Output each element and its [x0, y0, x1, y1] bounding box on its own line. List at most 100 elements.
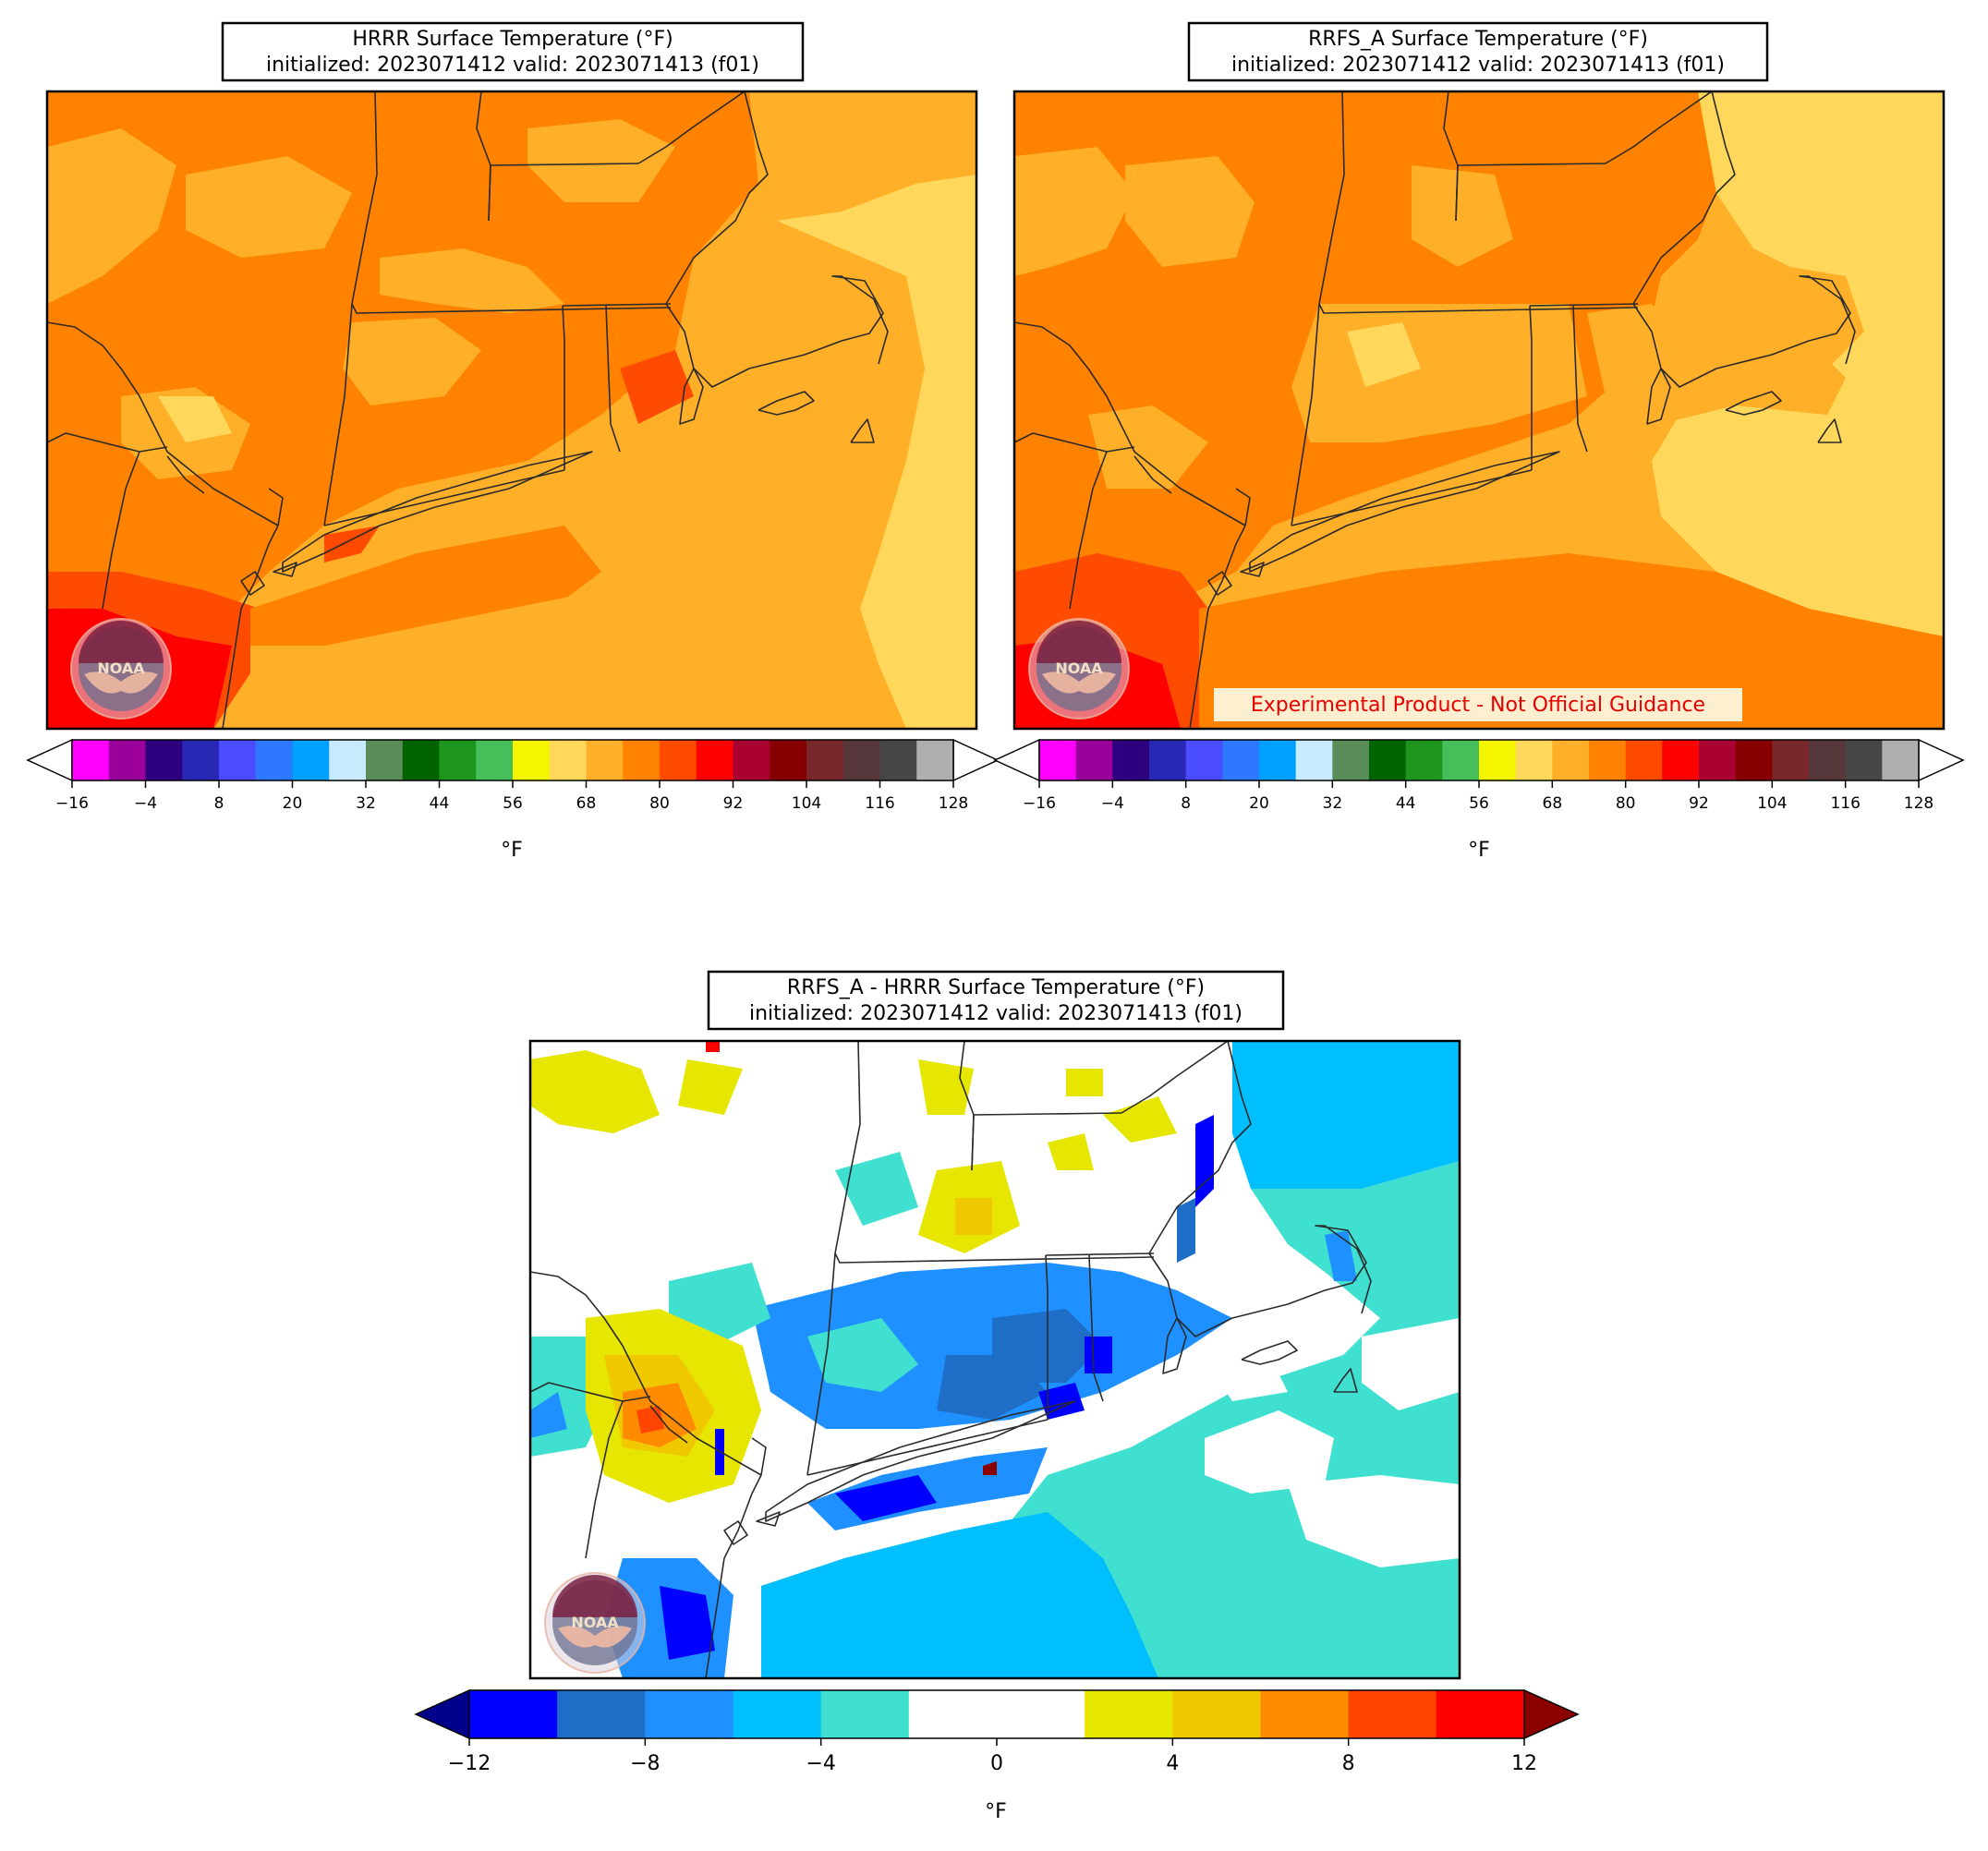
colorbar-tick-label: 56: [1469, 794, 1489, 813]
colorbar-tick-label: −12: [448, 1752, 491, 1775]
colorbar-segment: [557, 1690, 646, 1738]
colorbar-over-extension: [952, 738, 1000, 782]
colorbar-tick-label: 116: [1830, 794, 1860, 813]
colorbar-segment: [1369, 740, 1407, 780]
colorbar-segment: [182, 740, 220, 780]
colorbar-tick-label: 12: [1511, 1752, 1537, 1775]
disclaimer-label: Experimental Product - Not Official Guid…: [1214, 688, 1742, 721]
hrrr-title-box: HRRR Surface Temperature (°F) initialize…: [221, 21, 805, 82]
colorbar-segment: [1259, 740, 1297, 780]
colorbar-tick-label: 128: [1904, 794, 1933, 813]
colorbar-segment: [366, 740, 404, 780]
colorbar-segment: [1295, 740, 1333, 780]
colorbar-segment: [1442, 740, 1480, 780]
rrfs-colorbar-unit: °F: [1468, 839, 1490, 862]
colorbar-under-extension: [414, 1688, 470, 1740]
colorbar-segment: [72, 740, 110, 780]
rrfs-colorbar-ticks: −16 −4 8 20 32 44 56 68 80 92 104 116 128: [1023, 780, 1933, 813]
colorbar-under-extension: [26, 738, 73, 782]
colorbar-tick-label: 104: [792, 794, 821, 813]
colorbar-segment: [1662, 740, 1700, 780]
colorbar-segment: [1845, 740, 1883, 780]
colorbar-tick-label: 32: [1323, 794, 1343, 813]
colorbar-under-extension: [993, 738, 1040, 782]
noaa-logo-diff: NOAA: [544, 1572, 646, 1674]
colorbar-segment: [1222, 740, 1260, 780]
colorbar-tick-label: −4: [134, 794, 157, 813]
hrrr-map: NOAA: [47, 91, 976, 729]
hrrr-colorbar-unit: °F: [501, 839, 523, 862]
colorbar-segment: [476, 740, 514, 780]
colorbar-segment: [660, 740, 697, 780]
colorbar-over-extension: [1918, 738, 1965, 782]
colorbar-tick-label: 32: [356, 794, 376, 813]
colorbar-tick-label: 68: [576, 794, 597, 813]
diff-map-frame: [528, 1039, 1461, 1680]
hrrr-colorbar-ticks: −16 −4 8 20 32 44 56 68 80 92 104 116 128: [55, 780, 968, 813]
diff-title-line1: RRFS_A - HRRR Surface Temperature (°F): [787, 976, 1205, 999]
colorbar-segment: [733, 1690, 822, 1738]
colorbar-segment: [1149, 740, 1187, 780]
colorbar-segment: [1625, 740, 1663, 780]
disclaimer-text: Experimental Product - Not Official Guid…: [1251, 694, 1705, 717]
noaa-logo-hrrr: NOAA: [70, 618, 172, 720]
diff-title-box: RRFS_A - HRRR Surface Temperature (°F) i…: [707, 970, 1285, 1031]
colorbar-tick-label: 80: [1616, 794, 1636, 813]
noaa-logo-rrfs: NOAA: [1028, 618, 1130, 720]
hrrr-colorbar: [26, 738, 1000, 782]
colorbar-tick-label: 128: [939, 794, 968, 813]
colorbar-segment: [255, 740, 293, 780]
colorbar-segment: [513, 740, 551, 780]
svg-text:NOAA: NOAA: [571, 1614, 619, 1631]
rrfs-colorbar: [993, 738, 1965, 782]
colorbar-tick-label: 8: [214, 794, 224, 813]
rrfs-map: NOAA: [1014, 91, 1944, 729]
colorbar-tick-label: 116: [865, 794, 894, 813]
colorbar-segment: [1075, 740, 1113, 780]
diff-colorbar-unit: °F: [985, 1800, 1007, 1823]
colorbar-segment: [908, 1690, 998, 1738]
colorbar-segment: [806, 740, 844, 780]
colorbar-segment: [1735, 740, 1773, 780]
rrfs-title-line2: initialized: 2023071412 valid: 202307141…: [1231, 54, 1725, 77]
colorbar-segment: [1589, 740, 1627, 780]
colorbar-segment: [1515, 740, 1553, 780]
colorbar-tick-label: −16: [1023, 794, 1056, 813]
colorbar-segment: [696, 740, 733, 780]
colorbar-tick-label: 92: [1689, 794, 1709, 813]
hrrr-title-line1: HRRR Surface Temperature (°F): [352, 28, 673, 51]
colorbar-tick-label: 68: [1543, 794, 1563, 813]
colorbar-segment: [1436, 1690, 1525, 1738]
diff-map: NOAA: [530, 1041, 1460, 1678]
colorbar-segment: [733, 740, 770, 780]
colorbar-segment: [469, 1690, 558, 1738]
colorbar-segment: [1185, 740, 1223, 780]
colorbar-segment: [439, 740, 477, 780]
colorbar-segment: [879, 740, 917, 780]
colorbar-tick-label: −16: [55, 794, 89, 813]
colorbar-tick-label: 104: [1757, 794, 1787, 813]
colorbar-segment: [1552, 740, 1590, 780]
diff-colorbar: [414, 1688, 1580, 1740]
colorbar-segment: [1882, 740, 1920, 780]
colorbar-segment: [1699, 740, 1737, 780]
colorbar-tick-label: 80: [649, 794, 670, 813]
colorbar-segment: [1172, 1690, 1261, 1738]
colorbar-tick-label: 4: [1166, 1752, 1179, 1775]
colorbar-segment: [219, 740, 257, 780]
svg-text:NOAA: NOAA: [1055, 659, 1103, 677]
colorbar-segment: [1332, 740, 1370, 780]
diff-title-line2: initialized: 2023071412 valid: 202307141…: [749, 1002, 1242, 1025]
colorbar-segment: [1809, 740, 1847, 780]
rrfs-map-frame: [1012, 90, 1946, 731]
colorbar-segment: [145, 740, 183, 780]
colorbar-tick-label: −4: [806, 1752, 835, 1775]
colorbar-segment: [108, 740, 146, 780]
colorbar-segment: [842, 740, 880, 780]
colorbar-tick-label: 8: [1342, 1752, 1355, 1775]
hrrr-title-line2: initialized: 2023071412 valid: 202307141…: [266, 54, 759, 77]
colorbar-segment: [549, 740, 587, 780]
colorbar-segment: [1085, 1690, 1173, 1738]
colorbar-segment: [1405, 740, 1443, 780]
